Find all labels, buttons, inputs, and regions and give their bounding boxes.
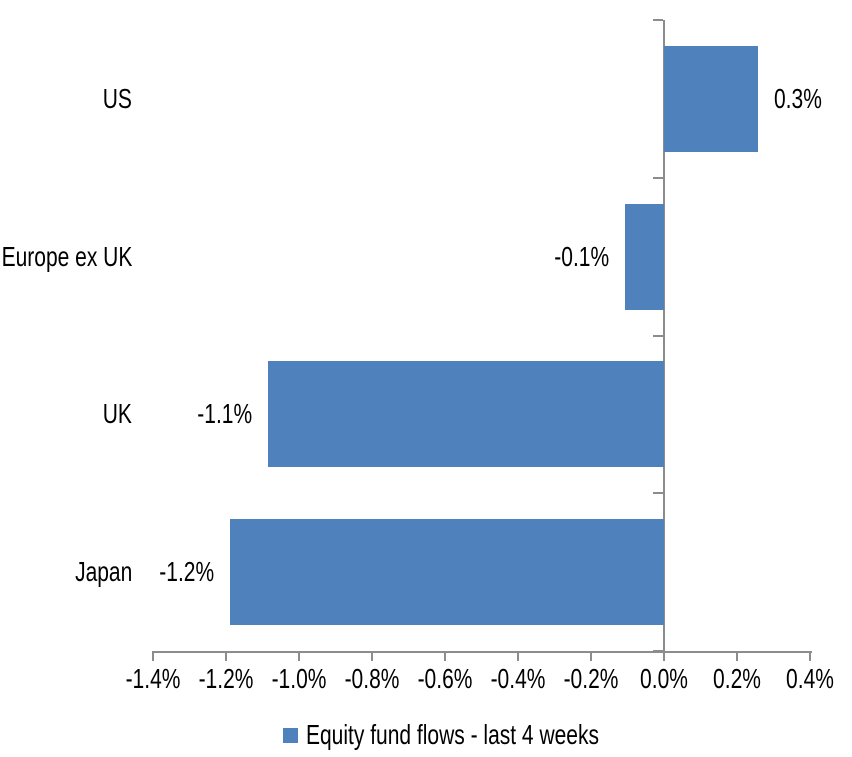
x-axis-tick bbox=[663, 651, 665, 661]
x-axis-tick bbox=[298, 651, 300, 661]
y-axis-line bbox=[663, 20, 665, 653]
value-label-uk: -1.1% bbox=[197, 398, 252, 429]
x-tick-label: 0.0% bbox=[640, 663, 688, 694]
x-axis-line bbox=[153, 651, 812, 653]
x-tick-label: -1.2% bbox=[198, 663, 254, 694]
legend: Equity fund flows - last 4 weeks bbox=[283, 719, 697, 751]
category-label-japan: Japan bbox=[74, 556, 132, 587]
category-tick bbox=[653, 177, 663, 179]
x-tick-label: 0.4% bbox=[786, 663, 834, 694]
value-label-us: 0.3% bbox=[774, 83, 822, 114]
category-tick bbox=[653, 650, 663, 652]
category-tick bbox=[653, 19, 663, 21]
value-label-europe-ex-uk: -0.1% bbox=[554, 241, 609, 272]
x-axis-tick bbox=[809, 651, 811, 661]
x-tick-label: 0.2% bbox=[713, 663, 761, 694]
x-axis-tick bbox=[225, 651, 227, 661]
value-label-japan: -1.2% bbox=[159, 556, 214, 587]
x-tick-label: -0.4% bbox=[490, 663, 546, 694]
category-label-europe-ex-uk: Europe ex UK bbox=[1, 241, 132, 272]
x-axis-tick bbox=[736, 651, 738, 661]
legend-swatch-icon bbox=[283, 727, 298, 743]
x-tick-label: -1.4% bbox=[125, 663, 181, 694]
bar-europe-ex-uk bbox=[625, 204, 664, 310]
x-tick-label: -1.0% bbox=[271, 663, 327, 694]
x-axis-tick bbox=[517, 651, 519, 661]
x-tick-label: -0.6% bbox=[417, 663, 473, 694]
category-tick bbox=[653, 335, 663, 337]
x-axis-tick bbox=[371, 651, 373, 661]
bar-us bbox=[664, 46, 758, 152]
x-tick-label: -0.2% bbox=[563, 663, 619, 694]
x-axis-tick bbox=[152, 651, 154, 661]
category-label-us: US bbox=[102, 83, 132, 114]
legend-label: Equity fund flows - last 4 weeks bbox=[306, 719, 599, 750]
category-label-uk: UK bbox=[102, 398, 132, 429]
bar-uk bbox=[268, 361, 664, 467]
x-tick-label: -0.8% bbox=[344, 663, 400, 694]
bar-japan bbox=[230, 519, 664, 625]
x-axis-tick bbox=[444, 651, 446, 661]
x-axis-tick bbox=[590, 651, 592, 661]
category-tick bbox=[653, 492, 663, 494]
